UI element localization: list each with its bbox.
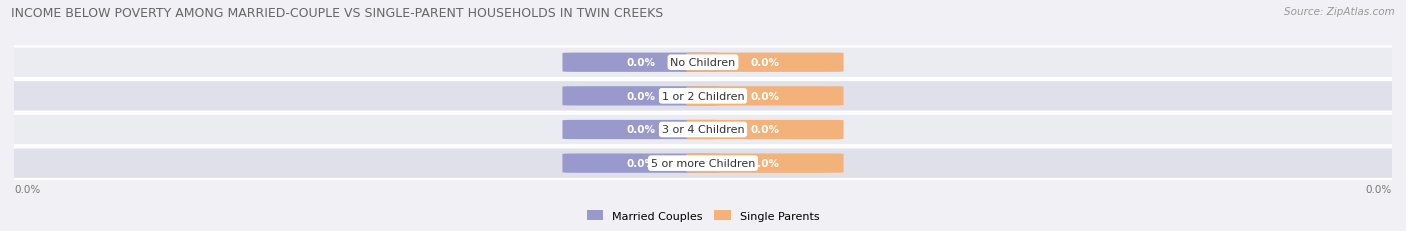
FancyBboxPatch shape	[686, 53, 844, 73]
Text: 0.0%: 0.0%	[627, 58, 655, 68]
FancyBboxPatch shape	[562, 53, 720, 73]
Text: 3 or 4 Children: 3 or 4 Children	[662, 125, 744, 135]
FancyBboxPatch shape	[686, 120, 844, 140]
FancyBboxPatch shape	[3, 81, 1403, 112]
Text: 5 or more Children: 5 or more Children	[651, 158, 755, 168]
FancyBboxPatch shape	[686, 154, 844, 173]
Text: 0.0%: 0.0%	[14, 184, 41, 194]
Text: 0.0%: 0.0%	[751, 125, 779, 135]
Text: INCOME BELOW POVERTY AMONG MARRIED-COUPLE VS SINGLE-PARENT HOUSEHOLDS IN TWIN CR: INCOME BELOW POVERTY AMONG MARRIED-COUPL…	[11, 7, 664, 20]
Text: 0.0%: 0.0%	[751, 158, 779, 168]
Text: 0.0%: 0.0%	[751, 58, 779, 68]
FancyBboxPatch shape	[686, 87, 844, 106]
FancyBboxPatch shape	[562, 120, 720, 140]
FancyBboxPatch shape	[562, 87, 720, 106]
Text: 1 or 2 Children: 1 or 2 Children	[662, 91, 744, 101]
FancyBboxPatch shape	[3, 114, 1403, 146]
Text: 0.0%: 0.0%	[627, 91, 655, 101]
Text: 0.0%: 0.0%	[627, 125, 655, 135]
FancyBboxPatch shape	[3, 47, 1403, 79]
Text: No Children: No Children	[671, 58, 735, 68]
FancyBboxPatch shape	[3, 148, 1403, 179]
Text: 0.0%: 0.0%	[627, 158, 655, 168]
Text: 0.0%: 0.0%	[1365, 184, 1392, 194]
Legend: Married Couples, Single Parents: Married Couples, Single Parents	[582, 206, 824, 225]
Text: 0.0%: 0.0%	[751, 91, 779, 101]
FancyBboxPatch shape	[562, 154, 720, 173]
Text: Source: ZipAtlas.com: Source: ZipAtlas.com	[1284, 7, 1395, 17]
